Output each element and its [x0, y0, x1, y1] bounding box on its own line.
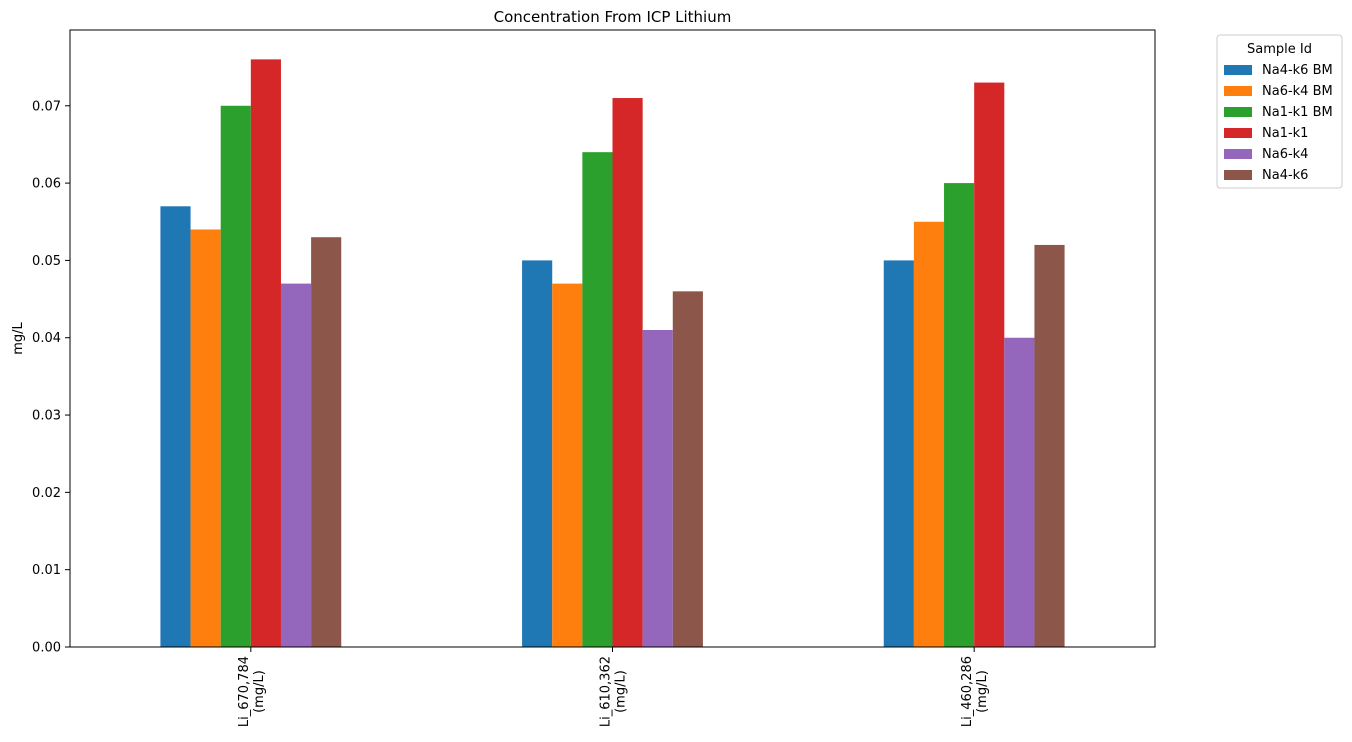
y-tick-label: 0.05	[32, 254, 61, 269]
bar	[1034, 244, 1065, 647]
bar	[552, 283, 583, 647]
legend-title: Sample Id	[1247, 42, 1312, 57]
x-tick-label: Li_460,286(mg/L)	[960, 656, 990, 727]
plot-frame	[69, 29, 1156, 648]
legend-label: Na1-k1	[1262, 126, 1308, 141]
x-tick-label: Li_610,362(mg/L)	[599, 656, 629, 727]
bars-layer	[160, 59, 1065, 648]
bar	[1004, 337, 1035, 647]
bar	[311, 237, 342, 647]
legend-label: Na6-k4	[1262, 147, 1308, 162]
y-tick-label: 0.03	[32, 409, 61, 424]
bar	[220, 105, 251, 647]
x-tick-label-line: (mg/L)	[975, 670, 990, 713]
bar	[672, 291, 703, 647]
chart-title: Concentration From ICP Lithium	[494, 8, 732, 26]
x-tick-label-line: Li_670,784	[237, 656, 252, 727]
x-tick-label: Li_670,784(mg/L)	[237, 656, 267, 727]
bar	[612, 98, 643, 648]
y-axis: 0.00 0.01 0.02 0.03 0.04 0.05 0.06 0.07	[32, 99, 70, 656]
legend-swatch	[1224, 128, 1252, 138]
bar	[582, 152, 613, 647]
legend-label: Na4-k6	[1262, 168, 1308, 183]
y-tick-label: 0.06	[32, 177, 61, 192]
bar	[190, 229, 221, 648]
legend-items: Na4-k6 BM Na6-k4 BM Na1-k1 BM Na1-k1 Na6-k4 N…	[1224, 63, 1333, 183]
y-tick-label: 0.00	[32, 641, 61, 656]
bar	[883, 260, 914, 647]
y-axis-label: mg/L	[11, 321, 26, 354]
legend-label: Na1-k1 BM	[1262, 105, 1333, 120]
y-tick-label: 0.02	[32, 486, 61, 501]
legend-swatch	[1224, 107, 1252, 117]
legend-swatch	[1224, 170, 1252, 180]
legend-label: Na6-k4 BM	[1262, 84, 1333, 99]
bar	[280, 283, 312, 647]
legend-swatch	[1224, 149, 1252, 159]
y-tick-label: 0.04	[32, 331, 61, 346]
bar	[522, 260, 553, 647]
bar	[160, 206, 191, 648]
y-tick-label: 0.07	[32, 99, 61, 114]
bar	[642, 329, 673, 647]
bar	[944, 183, 975, 647]
legend-swatch	[1224, 65, 1252, 75]
x-tick-label-line: (mg/L)	[614, 670, 629, 713]
x-tick-label-line: (mg/L)	[252, 670, 267, 713]
bar	[250, 59, 281, 647]
legend: Sample Id Na4-k6 BM Na6-k4 BM Na1-k1 BM Na1…	[1216, 34, 1343, 189]
x-tick-label-line: Li_610,362	[599, 656, 614, 727]
bar	[974, 82, 1005, 647]
legend-swatch	[1224, 86, 1252, 96]
bar	[913, 221, 945, 647]
x-axis: Li_670,784(mg/L) Li_610,362(mg/L) Li_460,2…	[237, 647, 990, 727]
legend-label: Na4-k6 BM	[1262, 63, 1333, 78]
x-tick-label-line: Li_460,286	[960, 656, 975, 727]
y-tick-label: 0.01	[32, 563, 61, 578]
